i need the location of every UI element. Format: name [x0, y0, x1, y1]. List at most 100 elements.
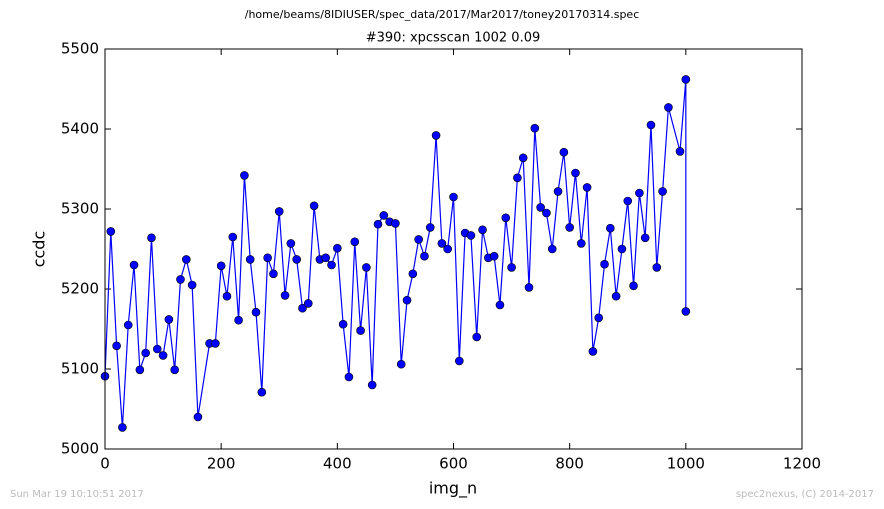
data-point — [367, 380, 377, 390]
data-point — [216, 261, 226, 271]
chart-title: #390: xpcsscan 1002 0.09 — [366, 31, 541, 46]
data-point — [228, 232, 238, 242]
y-tick-label: 5000 — [61, 440, 99, 458]
data-point — [118, 423, 127, 432]
x-tick-label: 1200 — [783, 455, 821, 473]
y-axis-label: ccdc — [30, 231, 49, 268]
data-point — [251, 307, 261, 317]
data-point — [245, 255, 255, 264]
data-point — [629, 281, 638, 291]
data-point — [164, 315, 174, 324]
data-point — [333, 243, 342, 253]
data-point — [182, 255, 191, 264]
data-point — [652, 263, 662, 272]
data-point — [123, 320, 133, 330]
data-point — [187, 280, 197, 290]
data-point — [402, 295, 412, 305]
data-point — [257, 387, 267, 397]
data-point — [211, 339, 220, 348]
data-point — [362, 263, 371, 272]
data-point — [576, 239, 586, 248]
data-point — [379, 211, 389, 220]
y-tick-label: 5500 — [61, 40, 99, 58]
data-point — [600, 259, 609, 269]
data-point — [594, 313, 604, 323]
data-point — [425, 223, 435, 232]
x-axis-label: img_n — [429, 479, 477, 499]
data-point — [635, 188, 644, 198]
y-tick-label: 5300 — [61, 200, 99, 218]
data-point — [571, 168, 580, 178]
data-point — [431, 131, 441, 140]
data-point — [286, 239, 296, 248]
data-point — [553, 187, 563, 196]
data-point — [414, 235, 423, 244]
data-point — [530, 123, 540, 133]
x-tick-label: 1000 — [667, 455, 705, 473]
data-point — [408, 269, 418, 279]
data-point — [524, 283, 534, 292]
data-point — [472, 332, 482, 342]
data-point — [646, 120, 656, 130]
data-point — [611, 291, 621, 301]
data-point — [240, 171, 249, 180]
data-point — [135, 365, 145, 375]
footer-right: spec2nexus, (C) 2014-2017 — [736, 489, 874, 500]
data-point — [513, 173, 522, 183]
data-point — [263, 253, 272, 263]
data-point — [664, 103, 673, 112]
data-point — [309, 201, 319, 211]
data-point — [338, 319, 348, 329]
data-point — [193, 412, 203, 422]
data-point — [588, 347, 598, 356]
x-tick-label: 800 — [555, 455, 584, 473]
x-tick-label: 400 — [323, 455, 352, 473]
data-point — [222, 291, 232, 301]
data-point — [158, 351, 168, 360]
data-point — [391, 219, 400, 228]
data-point — [106, 227, 116, 236]
data-point — [565, 223, 574, 232]
data-point — [623, 196, 633, 206]
data-point — [437, 239, 447, 248]
data-point — [176, 275, 185, 284]
x-tick-label: 200 — [207, 455, 236, 473]
data-point — [112, 341, 121, 351]
data-point — [681, 307, 691, 316]
data-point — [129, 260, 139, 270]
data-point — [507, 263, 516, 272]
data-point — [542, 208, 551, 218]
y-tick-label: 5200 — [61, 280, 99, 298]
data-point — [518, 153, 528, 163]
data-point — [449, 192, 458, 202]
data-point — [274, 207, 284, 216]
data-point — [396, 359, 406, 369]
data-point — [280, 291, 290, 300]
data-point — [455, 356, 464, 366]
x-tick-label: 600 — [439, 455, 468, 473]
data-point — [681, 75, 691, 84]
data-point — [547, 244, 557, 254]
data-point — [420, 251, 429, 261]
data-point — [327, 260, 336, 270]
suptitle: /home/beams/8IDIUSER/spec_data/2017/Mar2… — [245, 8, 640, 21]
plot-frame — [104, 48, 803, 450]
data-point — [170, 365, 179, 375]
data-point — [356, 326, 365, 335]
data-point — [292, 255, 301, 264]
data-point — [495, 300, 505, 310]
data-point — [658, 187, 667, 196]
data-point — [141, 348, 150, 358]
y-tick-label: 5100 — [61, 360, 99, 378]
data-point — [147, 233, 156, 243]
footer-left: Sun Mar 19 10:10:51 2017 — [10, 489, 144, 500]
data-point — [582, 183, 592, 192]
data-point — [606, 223, 615, 233]
data-point — [478, 225, 487, 235]
data-point — [269, 269, 278, 279]
data-point — [640, 233, 650, 243]
data-point — [501, 213, 511, 223]
